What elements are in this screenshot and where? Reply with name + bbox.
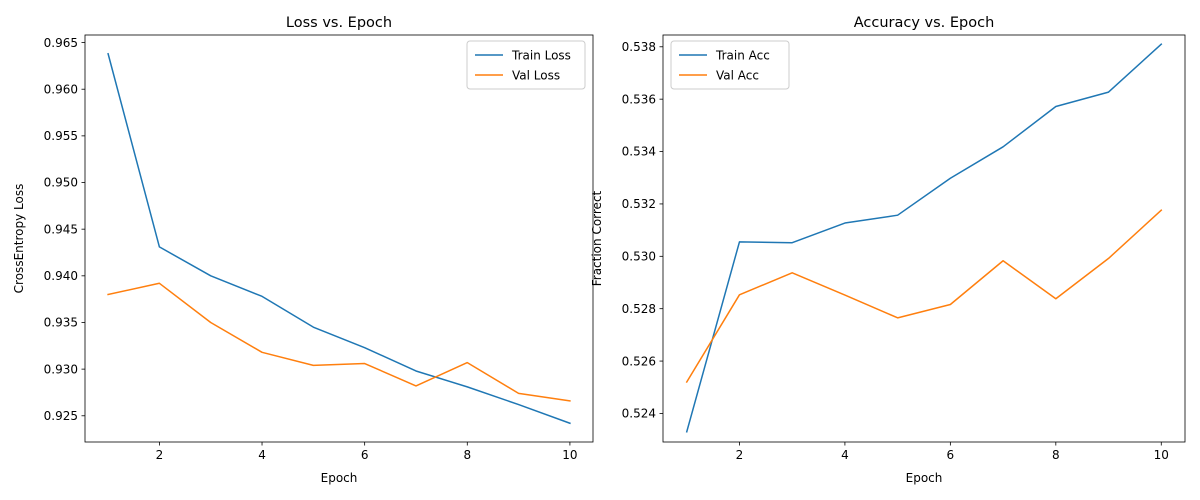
legend-box: [670, 40, 790, 90]
y-axis-label: Fraction Correct: [590, 190, 604, 286]
chart-title: Accuracy vs. Epoch: [854, 15, 995, 31]
chart-title: Loss vs. Epoch: [286, 15, 392, 31]
y-tick-label: 0.935: [44, 316, 78, 330]
chart-panel-2: Accuracy vs. Epoch 2 4 6 8 10 0.524 0.526 0.528 0…: [590, 15, 1186, 485]
y-tick-label: 0.538: [622, 40, 656, 54]
y-tick-label: 0.945: [44, 222, 78, 236]
x-tick-label: 8: [463, 448, 471, 462]
x-tick-label: 6: [947, 448, 955, 462]
y-tick-label: 0.965: [44, 36, 78, 50]
series-line-val-loss: [107, 282, 571, 402]
x-axis-label: Epoch: [321, 471, 358, 485]
legend-box: [466, 40, 586, 90]
series-line-train-loss: [107, 52, 571, 425]
legend-entry-label: Val Loss: [512, 68, 560, 82]
x-tick-label: 10: [1154, 448, 1169, 462]
legend: Train Acc Val Acc: [670, 40, 790, 90]
x-tick-label: 2: [156, 448, 164, 462]
y-tick-label: 0.960: [44, 82, 78, 96]
legend-entry-label: Train Loss: [511, 48, 571, 62]
x-tick-label: 10: [562, 448, 577, 462]
y-tick-label: 0.930: [44, 362, 78, 376]
x-tick-label: 2: [736, 448, 744, 462]
y-tick-label: 0.530: [622, 250, 656, 264]
legend-entry-label: Val Acc: [716, 68, 759, 82]
chart-panel-1: Loss vs. Epoch 2 4 6 8 10 0.925 0.930 0.935 0.940…: [12, 15, 594, 485]
x-tick-label: 4: [841, 448, 849, 462]
legend: Train Loss Val Loss: [466, 40, 586, 90]
y-tick-label: 0.950: [44, 176, 78, 190]
y-tick-label: 0.955: [44, 129, 78, 143]
x-tick-label: 4: [258, 448, 266, 462]
y-tick-label: 0.532: [622, 197, 656, 211]
plot-area: [662, 34, 1186, 443]
y-tick-label: 0.524: [622, 407, 656, 421]
x-tick-label: 6: [361, 448, 369, 462]
y-tick-label: 0.925: [44, 409, 78, 423]
y-tick-label: 0.940: [44, 269, 78, 283]
series-line-train-acc: [685, 43, 1163, 433]
y-tick-label: 0.536: [622, 92, 656, 106]
series-line-val-acc: [685, 209, 1163, 384]
x-tick-label: 8: [1052, 448, 1060, 462]
y-tick-label: 0.534: [622, 145, 656, 159]
x-axis-label: Epoch: [906, 471, 943, 485]
y-tick-label: 0.528: [622, 302, 656, 316]
y-axis-label: CrossEntropy Loss: [12, 184, 26, 294]
y-tick-label: 0.526: [622, 354, 656, 368]
plot-area: [84, 34, 594, 443]
legend-entry-label: Train Acc: [715, 48, 770, 62]
